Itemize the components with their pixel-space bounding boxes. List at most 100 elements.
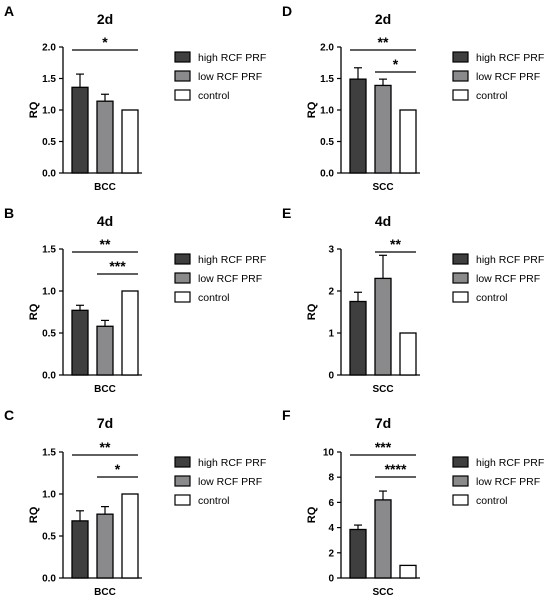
legend-label: low RCF PRF [476, 273, 540, 285]
x-axis-label: BCC [94, 587, 116, 598]
y-tick-label: 8 [328, 473, 334, 484]
bar-high-rcf-prf [71, 309, 89, 376]
legend-swatch [452, 291, 469, 303]
y-tick-label: 0.5 [320, 137, 334, 148]
legend-label: control [198, 90, 230, 102]
legend-swatch [452, 89, 469, 101]
bar-high-rcf-prf [349, 300, 367, 376]
y-tick-label: 0 [328, 574, 334, 585]
significance-label: *** [375, 439, 392, 455]
bar-low-rcf-prf [374, 277, 392, 376]
y-tick-label: 0.5 [42, 137, 56, 148]
chart-panel-e: E 4d 0 1 2 3 RQ SCC ** high RCF PRF low RCF PRF con… [282, 205, 544, 395]
bar-high-rcf-prf [71, 520, 89, 579]
legend-label: control [476, 90, 508, 102]
bar-control [399, 332, 417, 376]
panel-label: F [282, 407, 291, 423]
bar-high-rcf-prf [71, 86, 89, 174]
legend-label: control [476, 495, 508, 507]
significance-label: * [115, 461, 121, 477]
bar-control [121, 290, 139, 376]
y-tick-label: 1.5 [42, 448, 56, 459]
legend-label: low RCF PRF [198, 476, 262, 488]
y-tick-label: 4 [328, 523, 334, 534]
y-axis-label: RQ [306, 101, 318, 118]
y-tick-label: 1.0 [42, 490, 56, 501]
chart-title: 7d [97, 415, 113, 431]
bar-control [121, 109, 139, 174]
significance-label: * [102, 34, 108, 50]
legend-swatch [174, 456, 191, 468]
bar-control [399, 564, 417, 579]
y-tick-label: 0.0 [42, 371, 56, 382]
legend-label: low RCF PRF [476, 476, 540, 488]
chart-panel-a: A 2d 0.0 0.5 1.0 1.5 2.0 RQ BCC * high RCF PRF low … [4, 3, 266, 193]
y-axis-label: RQ [28, 101, 40, 118]
legend-label: control [476, 292, 508, 304]
legend-label: control [198, 495, 230, 507]
chart-panel-c: C 7d 0.0 0.5 1.0 1.5 RQ BCC *** high RCF PRF low R… [4, 407, 266, 598]
bar-high-rcf-prf [349, 528, 367, 579]
chart-title: 7d [375, 415, 391, 431]
y-tick-label: 10 [323, 448, 335, 459]
y-tick-label: 1.5 [320, 74, 334, 85]
x-axis-label: SCC [372, 182, 393, 193]
legend-label: high RCF PRF [476, 457, 544, 469]
legend-label: high RCF PRF [198, 254, 266, 266]
significance-label: ** [100, 236, 111, 252]
y-axis-label: RQ [28, 506, 40, 523]
legend-swatch [452, 272, 469, 284]
chart-title: 4d [375, 213, 391, 229]
legend-swatch [452, 456, 469, 468]
bar-high-rcf-prf [349, 78, 367, 174]
y-tick-label: 2.0 [42, 43, 56, 54]
legend-swatch [452, 70, 469, 82]
y-tick-label: 0.0 [320, 169, 334, 180]
legend-swatch [452, 494, 469, 506]
legend-label: control [198, 292, 230, 304]
y-tick-label: 3 [328, 245, 334, 256]
legend-swatch [174, 253, 191, 265]
legend-swatch [452, 253, 469, 265]
legend-swatch [174, 89, 191, 101]
y-tick-label: 2 [328, 548, 334, 559]
legend-swatch [452, 475, 469, 487]
panel-label: E [282, 205, 291, 221]
significance-label: ** [378, 34, 389, 50]
bar-control [399, 109, 417, 174]
bar-low-rcf-prf [374, 499, 392, 579]
legend-label: high RCF PRF [198, 52, 266, 64]
legend-swatch [174, 51, 191, 63]
y-tick-label: 1 [328, 329, 334, 340]
significance-label: * [393, 56, 399, 72]
chart-title: 4d [97, 213, 113, 229]
legend-swatch [452, 51, 469, 63]
significance-label: *** [109, 258, 126, 274]
y-axis-label: RQ [306, 506, 318, 523]
legend-label: high RCF PRF [198, 457, 266, 469]
y-tick-label: 0.0 [42, 169, 56, 180]
y-tick-label: 1.0 [42, 106, 56, 117]
legend-label: low RCF PRF [476, 71, 540, 83]
y-tick-label: 2.0 [320, 43, 334, 54]
legend-label: low RCF PRF [198, 273, 262, 285]
x-axis-label: BCC [94, 182, 116, 193]
x-axis-label: BCC [94, 384, 116, 395]
bar-low-rcf-prf [96, 513, 114, 579]
y-tick-label: 2 [328, 287, 334, 298]
y-tick-label: 6 [328, 498, 334, 509]
chart-panel-d: D 2d 0.0 0.5 1.0 1.5 2.0 RQ SCC *** high RCF PRF lo… [282, 3, 544, 193]
panel-label: A [4, 3, 14, 19]
bar-low-rcf-prf [374, 84, 392, 174]
bar-control [121, 493, 139, 579]
y-tick-label: 1.0 [42, 287, 56, 298]
legend-label: low RCF PRF [198, 71, 262, 83]
legend-label: high RCF PRF [476, 52, 544, 64]
significance-label: **** [385, 461, 407, 477]
bar-low-rcf-prf [96, 100, 114, 174]
legend-swatch [174, 291, 191, 303]
chart-title: 2d [97, 11, 113, 27]
